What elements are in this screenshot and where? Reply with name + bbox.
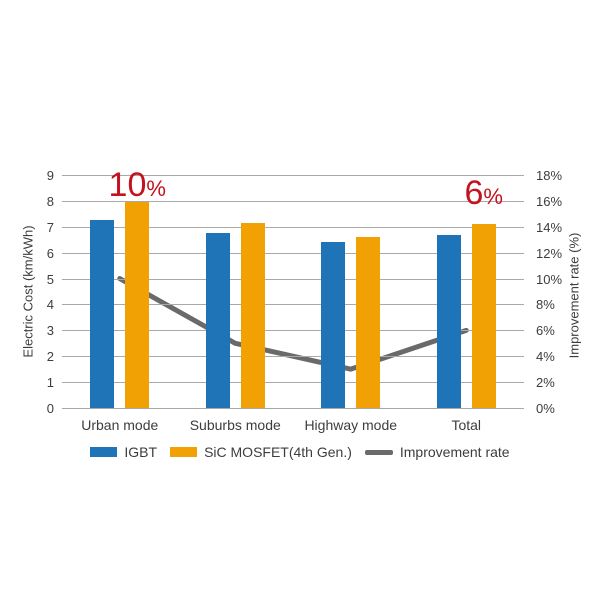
gridline [62, 382, 524, 384]
right-axis-tick-label: 0% [536, 401, 555, 416]
x-axis-label-urban-mode: Urban mode [81, 417, 159, 433]
right-axis-tick-label: 4% [536, 349, 555, 365]
left-axis-tick-label: 2 [46, 349, 54, 365]
bar-sic-mosfet-4th-gen-urban-mode [125, 202, 150, 408]
bar-igbt-highway-mode [321, 242, 346, 408]
legend: IGBT SiC MOSFET(4th Gen.) Improvement rate [0, 444, 600, 460]
left-axis-title: Electric Cost (km/kWh) [20, 225, 36, 358]
legend-swatch-bar [170, 447, 198, 457]
right-axis-tick-label: 6% [536, 323, 555, 339]
gridline [62, 175, 524, 176]
right-axis-title: Improvement rate (%) [566, 232, 582, 359]
left-axis-tick-label: 4 [46, 297, 54, 313]
legend-item-igbt: IGBT [90, 444, 157, 460]
left-axis-tick-label: 9 [46, 168, 54, 183]
gridline [62, 252, 524, 254]
left-axis-tick-label: 6 [46, 245, 54, 261]
right-axis-tick-label: 14% [536, 219, 563, 235]
annotation-value: 6 [464, 174, 484, 212]
bar-sic-mosfet-4th-gen-highway-mode [356, 237, 381, 408]
gridline [62, 278, 524, 280]
plot-area [62, 175, 524, 409]
bar-igbt-suburbs-mode [205, 233, 230, 408]
bar-sic-mosfet-4th-gen-total [471, 224, 496, 408]
legend-swatch-line [364, 449, 393, 455]
annotation-percent-sign: % [483, 184, 503, 209]
x-axis-label-suburbs-mode: Suburbs mode [189, 417, 281, 433]
gridline [62, 356, 524, 358]
left-axis-tick-label: 1 [46, 375, 54, 391]
gridline [62, 330, 524, 332]
left-axis-tick-label: 3 [46, 323, 54, 339]
x-axis-label-highway-mode: Highway mode [304, 417, 398, 433]
gridline [62, 408, 524, 409]
annotation-percent-sign: % [146, 176, 166, 201]
left-axis-tick-label: 5 [46, 271, 54, 287]
x-axis-label-total: Total [451, 417, 482, 433]
bar-sic-mosfet-4th-gen-suburbs-mode [240, 222, 265, 408]
bar-igbt-total [436, 234, 461, 408]
gridline [62, 226, 524, 228]
left-axis-tick-label: 8 [46, 193, 54, 209]
legend-item-improvement-rate: Improvement rate [364, 444, 510, 460]
legend-label: SiC MOSFET(4th Gen.) [204, 444, 352, 460]
annotation-value: 10 [108, 166, 147, 204]
gridline [62, 304, 524, 306]
annotation-total-improvement: 6% [465, 176, 503, 214]
annotation-urban-improvement: 10% [109, 168, 166, 206]
gridline [62, 200, 524, 202]
right-axis-tick-label: 8% [536, 297, 555, 313]
bar-igbt-urban-mode [90, 220, 115, 408]
legend-item-sic-mosfet-4th-gen: SiC MOSFET(4th Gen.) [170, 444, 352, 460]
legend-swatch-bar [90, 447, 118, 457]
left-axis-tick-label: 7 [46, 219, 54, 235]
left-axis-tick-label: 0 [46, 401, 54, 416]
legend-label: Improvement rate [399, 444, 510, 460]
right-axis-tick-label: 10% [536, 271, 563, 287]
legend-label: IGBT [124, 444, 158, 460]
right-axis-tick-label: 12% [536, 245, 563, 261]
right-axis-tick-label: 16% [536, 193, 563, 209]
right-axis-tick-label: 18% [536, 168, 563, 183]
right-axis-tick-label: 2% [536, 375, 555, 391]
